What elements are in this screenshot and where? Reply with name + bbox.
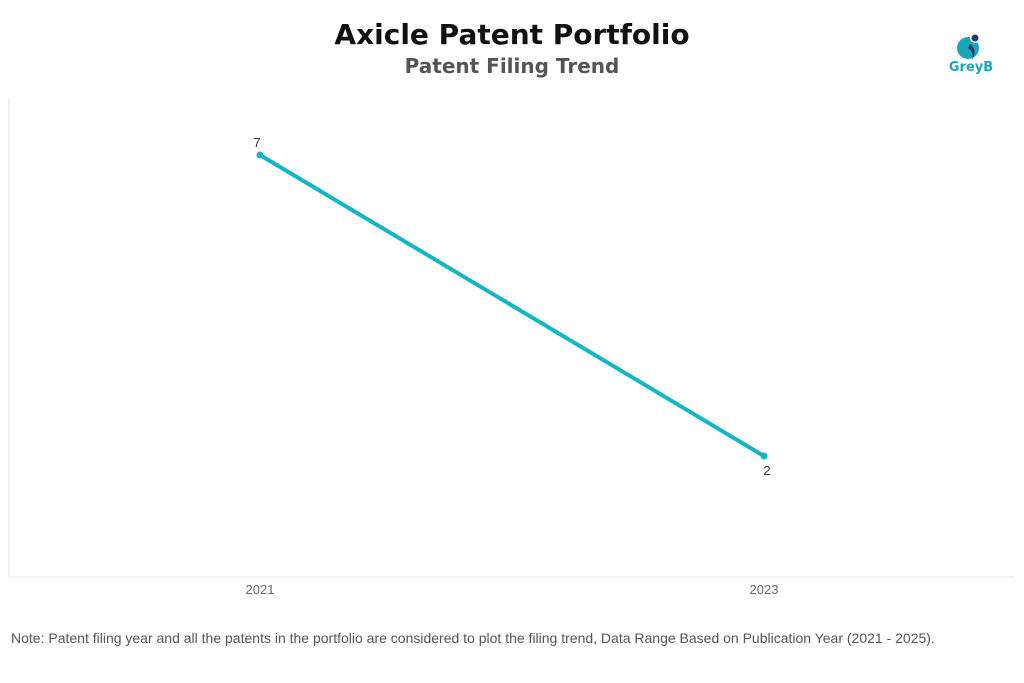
chart-subtitle: Patent Filing Trend: [404, 54, 620, 78]
x-tick-label: 2023: [750, 582, 779, 597]
data-label: 2: [763, 463, 770, 478]
greyb-logo-text: GreyB: [948, 60, 994, 75]
x-tick-label: 2021: [246, 582, 275, 597]
data-label: 7: [253, 135, 260, 150]
chart-title: Axicle Patent Portfolio: [334, 18, 690, 51]
series-line: [258, 153, 766, 458]
data-point: [760, 452, 768, 460]
data-point: [256, 151, 264, 159]
greyb-logo-icon: [957, 33, 980, 60]
line-chart: 2021 2023 7 2: [8, 98, 1015, 597]
footer-note: Note: Patent filing year and all the pat…: [11, 630, 935, 646]
